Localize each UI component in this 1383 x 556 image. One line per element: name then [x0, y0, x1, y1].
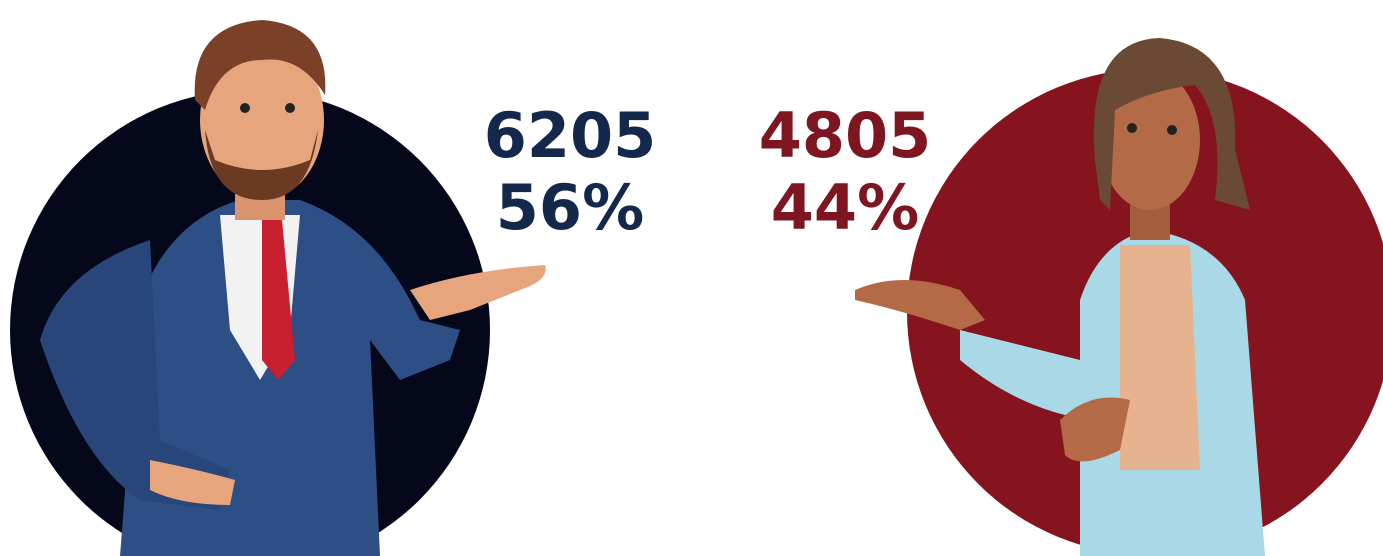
- male-figure: [10, 20, 546, 556]
- male-percent: 56%: [496, 171, 644, 244]
- male-count: 6205: [484, 99, 657, 172]
- female-percent: 44%: [771, 171, 919, 244]
- female-count: 4805: [759, 99, 932, 172]
- female-figure: [855, 38, 1383, 556]
